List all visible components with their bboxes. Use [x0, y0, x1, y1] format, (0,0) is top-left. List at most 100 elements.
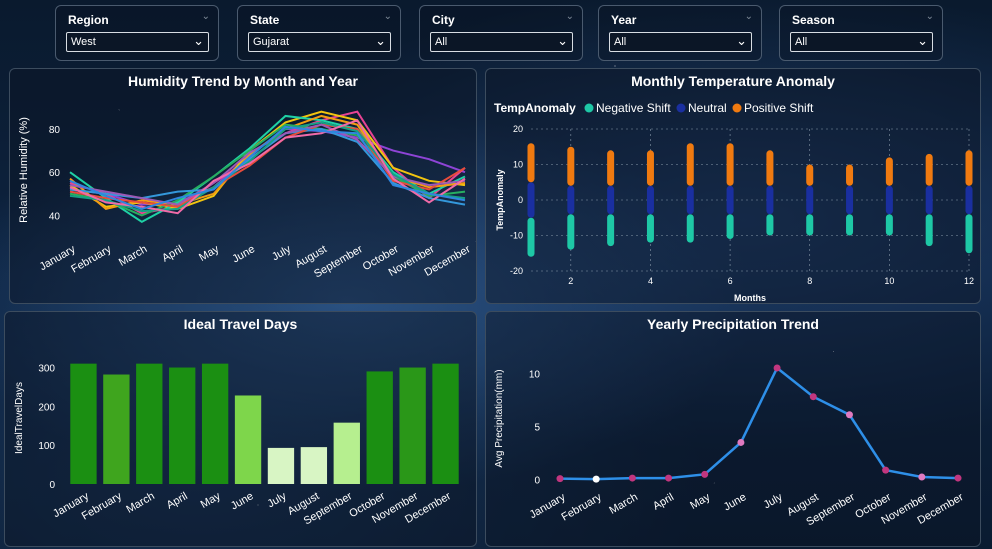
negative-shift-points — [766, 214, 774, 236]
negative-shift-points — [925, 214, 933, 247]
humidity-series-line — [69, 110, 466, 215]
y-tick-label: 0 — [49, 480, 55, 491]
neutral-points — [607, 185, 615, 215]
chevron-down-icon[interactable]: ⌄ — [565, 11, 574, 22]
chevron-down-icon[interactable]: ⌄ — [744, 11, 753, 22]
neutral-points — [925, 185, 933, 215]
state-dropdown[interactable]: Gujarat ⌄ — [248, 32, 391, 52]
x-tick-label: 8 — [807, 276, 812, 286]
neutral-points — [806, 185, 814, 215]
x-tick-label: May — [688, 491, 712, 512]
travel-days-bar — [70, 363, 97, 484]
y-tick-label: 0 — [534, 476, 540, 487]
legend-label: Positive Shift — [744, 101, 814, 115]
y-axis-label: IdealTravelDays — [14, 382, 25, 454]
positive-shift-points — [885, 157, 893, 186]
region-dropdown-value: West — [71, 36, 96, 48]
negative-shift-points — [567, 214, 575, 250]
travel-chart-title: Ideal Travel Days — [183, 316, 298, 332]
y-tick-label: 40 — [49, 211, 61, 222]
slicer-year-label: Year — [611, 13, 637, 27]
neutral-points — [885, 185, 893, 215]
negative-shift-points — [607, 214, 615, 247]
positive-shift-points — [686, 143, 694, 186]
precipitation-point — [556, 475, 564, 483]
chevron-down-icon: ⌄ — [193, 33, 204, 48]
y-tick-label: 0 — [518, 195, 523, 205]
chevron-down-icon[interactable]: ⌄ — [201, 11, 210, 22]
chevron-down-icon[interactable]: ⌄ — [925, 11, 934, 22]
negative-shift-points — [885, 214, 893, 236]
slicer-region: Region ⌄ West ⌄ — [55, 5, 219, 61]
humidity-series-line — [69, 121, 466, 213]
x-tick-label: May — [197, 243, 221, 264]
neutral-points — [726, 185, 734, 215]
positive-shift-points — [726, 143, 734, 186]
x-tick-label: June — [230, 243, 257, 265]
neutral-points — [965, 185, 973, 215]
negative-shift-points — [726, 214, 734, 240]
legend-marker — [584, 103, 594, 113]
x-tick-label: July — [762, 491, 785, 511]
legend-marker — [676, 103, 686, 113]
y-tick-label: 10 — [529, 369, 541, 380]
negative-shift-points — [806, 214, 814, 236]
neutral-points — [527, 182, 535, 218]
legend-label: Negative Shift — [596, 101, 671, 115]
positive-shift-points — [766, 150, 774, 186]
x-tick-label: May — [199, 490, 223, 511]
precipitation-point — [809, 393, 817, 401]
positive-shift-points — [527, 143, 535, 183]
legend-title: TempAnomaly — [494, 101, 576, 115]
year-dropdown[interactable]: All ⌄ — [609, 32, 752, 52]
neutral-points — [567, 185, 575, 215]
humidity-series-line — [69, 110, 466, 210]
positive-shift-points — [925, 153, 933, 186]
precipitation-point — [918, 473, 926, 481]
y-tick-label: 10 — [513, 160, 523, 170]
precipitation-line — [559, 366, 959, 481]
positive-shift-points — [846, 164, 854, 186]
city-dropdown[interactable]: All ⌄ — [430, 32, 573, 52]
chevron-down-icon: ⌄ — [557, 33, 568, 48]
slicer-city-label: City — [432, 13, 455, 27]
legend-marker — [732, 103, 742, 113]
positive-shift-points — [965, 150, 973, 186]
x-tick-label: 4 — [648, 276, 653, 286]
season-dropdown[interactable]: All ⌄ — [790, 32, 933, 52]
x-tick-label: February — [69, 243, 114, 276]
temperature-anomaly-chart: TempAnomaly Negative Shift Neutral Positive… — [494, 101, 974, 303]
humidity-chart-title: Humidity Trend by Month and Year — [128, 73, 358, 89]
humidity-series-line — [69, 125, 466, 210]
y-tick-label: 80 — [49, 125, 61, 136]
negative-shift-points — [527, 217, 535, 257]
negative-shift-points — [965, 214, 973, 254]
x-tick-label: February — [560, 491, 605, 524]
y-tick-label: 300 — [38, 364, 55, 375]
x-tick-label: June — [722, 491, 749, 513]
slicer-state: State ⌄ Gujarat ⌄ — [237, 5, 401, 61]
negative-shift-points — [646, 214, 654, 243]
humidity-series-line — [69, 119, 466, 215]
x-tick-label: April — [651, 491, 676, 512]
region-dropdown[interactable]: West ⌄ — [66, 32, 209, 52]
neutral-points — [766, 185, 774, 215]
x-axis-label: Months — [734, 293, 766, 303]
x-tick-label: 2 — [568, 276, 573, 286]
x-tick-label: March — [124, 490, 156, 516]
precipitation-point — [773, 364, 781, 372]
city-dropdown-value: All — [435, 36, 448, 48]
chevron-down-icon[interactable]: ⌄ — [383, 11, 392, 22]
precipitation-point — [954, 474, 962, 482]
negative-shift-points — [686, 214, 694, 243]
positive-shift-points — [806, 164, 814, 186]
neutral-points — [846, 185, 854, 215]
chevron-down-icon: ⌄ — [917, 33, 928, 48]
x-tick-label: 6 — [728, 276, 733, 286]
positive-shift-points — [607, 150, 615, 186]
x-tick-label: July — [270, 243, 293, 263]
slicer-state-label: State — [250, 13, 280, 27]
x-tick-label: March — [117, 243, 149, 269]
precipitation-point — [665, 474, 673, 482]
